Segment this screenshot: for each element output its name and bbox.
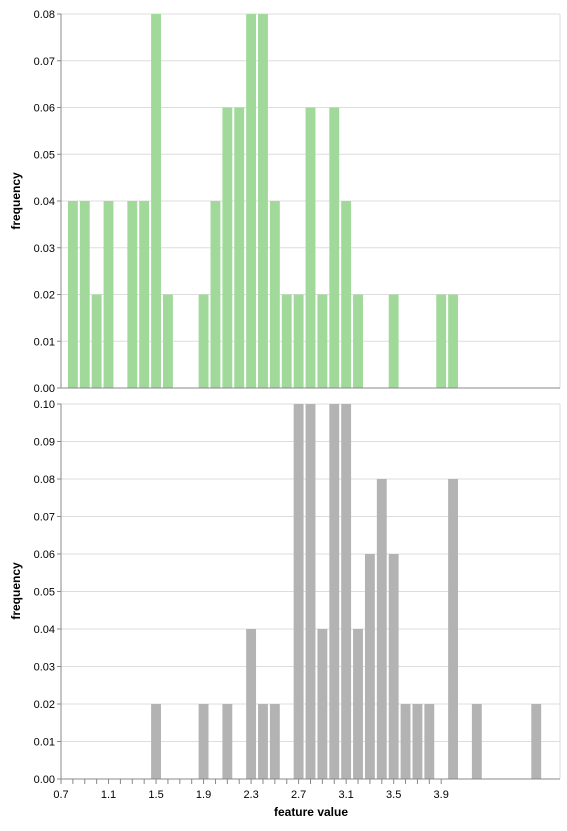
histogram-bar bbox=[269, 201, 280, 388]
y-tick-label: 0.01 bbox=[34, 737, 55, 749]
histogram-bar bbox=[353, 294, 363, 388]
y-tick-label: 0.04 bbox=[34, 196, 55, 208]
bottom-histogram-panel: 0.00 0.01 0.02 0.03 0.04 0.05 0.06 0.07 0.08 0.09… bbox=[9, 399, 561, 819]
histogram-bar bbox=[341, 404, 352, 779]
histogram-bar bbox=[364, 554, 375, 779]
histogram-bar bbox=[388, 554, 399, 779]
histogram-bar bbox=[139, 201, 150, 388]
histogram-bar bbox=[162, 294, 173, 388]
histogram-bar bbox=[341, 201, 352, 388]
histogram-bar bbox=[222, 107, 233, 388]
histogram-bar bbox=[127, 201, 138, 388]
histogram-bar bbox=[151, 14, 161, 388]
y-tick-label: 0.06 bbox=[34, 549, 55, 561]
histogram-bar bbox=[234, 107, 245, 388]
x-tick-label: 1.1 bbox=[101, 789, 116, 801]
histogram-bar bbox=[471, 704, 482, 779]
y-tick-label: 0.01 bbox=[34, 336, 55, 348]
x-tick-label: 3.5 bbox=[386, 789, 401, 801]
x-tick-label: 1.5 bbox=[148, 789, 163, 801]
y-tick-label: 0.09 bbox=[34, 437, 55, 449]
y-tick-label: 0.04 bbox=[34, 624, 55, 636]
y-axis-title: frequency bbox=[9, 562, 23, 620]
y-tick-label: 0.05 bbox=[34, 587, 55, 599]
x-axis-title: feature value bbox=[274, 805, 348, 819]
histogram-bar bbox=[258, 704, 268, 779]
y-tick-label: 0.00 bbox=[34, 383, 55, 395]
x-tick-label: 1.9 bbox=[196, 789, 211, 801]
histogram-bar bbox=[281, 294, 292, 388]
histogram-bar bbox=[198, 294, 209, 388]
histogram-bar bbox=[412, 704, 423, 779]
y-tick-label: 0.03 bbox=[34, 662, 55, 674]
y-tick-label: 0.02 bbox=[34, 290, 55, 302]
histogram-bar bbox=[448, 294, 459, 388]
histogram-bar bbox=[246, 629, 257, 779]
histogram-bar bbox=[329, 107, 340, 388]
y-tick-label: 0.06 bbox=[34, 103, 55, 115]
histogram-bar bbox=[424, 704, 435, 779]
histogram-bar bbox=[305, 107, 316, 388]
x-tick-label: 2.7 bbox=[291, 789, 306, 801]
y-tick-label: 0.10 bbox=[34, 399, 55, 411]
top-histogram-panel: 0.00 0.01 0.02 0.03 0.04 0.05 0.06 0.07 0.08 freq… bbox=[9, 9, 561, 395]
histogram-bar bbox=[258, 14, 268, 388]
histogram-bar bbox=[400, 704, 411, 779]
histogram-bar bbox=[91, 294, 102, 388]
histogram-bar bbox=[293, 294, 304, 388]
x-tick-label: 2.3 bbox=[243, 789, 258, 801]
histogram-bar bbox=[388, 294, 399, 388]
histogram-bar bbox=[317, 629, 328, 779]
histogram-bar bbox=[67, 201, 78, 388]
histogram-bar bbox=[329, 404, 340, 779]
histogram-bar bbox=[293, 404, 304, 779]
histogram-bar bbox=[210, 201, 221, 388]
histogram-bar bbox=[317, 294, 328, 388]
y-axis-title: frequency bbox=[9, 172, 23, 230]
histogram-bar bbox=[448, 479, 459, 779]
histogram-bar bbox=[531, 704, 542, 779]
histogram-bar bbox=[353, 629, 363, 779]
histogram-bar bbox=[246, 14, 257, 388]
histogram-bar bbox=[198, 704, 209, 779]
y-tick-label: 0.02 bbox=[34, 699, 55, 711]
histogram-bar bbox=[222, 704, 233, 779]
x-tick-label: 0.7 bbox=[53, 789, 68, 801]
x-tick-label: 3.9 bbox=[434, 789, 449, 801]
y-tick-label: 0.08 bbox=[34, 9, 55, 21]
y-tick-label: 0.08 bbox=[34, 474, 55, 486]
y-tick-label: 0.07 bbox=[34, 512, 55, 524]
y-tick-label: 0.07 bbox=[34, 56, 55, 68]
histogram-bar bbox=[376, 479, 387, 779]
y-tick-label: 0.05 bbox=[34, 149, 55, 161]
histogram-bar bbox=[103, 201, 114, 388]
x-tick-label: 3.1 bbox=[338, 789, 353, 801]
histogram-bar bbox=[269, 704, 280, 779]
histogram-bar bbox=[436, 294, 447, 388]
histogram-bar bbox=[79, 201, 90, 388]
histogram-bar bbox=[151, 704, 161, 779]
y-tick-label: 0.00 bbox=[34, 774, 55, 786]
y-tick-label: 0.03 bbox=[34, 243, 55, 255]
histogram-bar bbox=[305, 404, 316, 779]
